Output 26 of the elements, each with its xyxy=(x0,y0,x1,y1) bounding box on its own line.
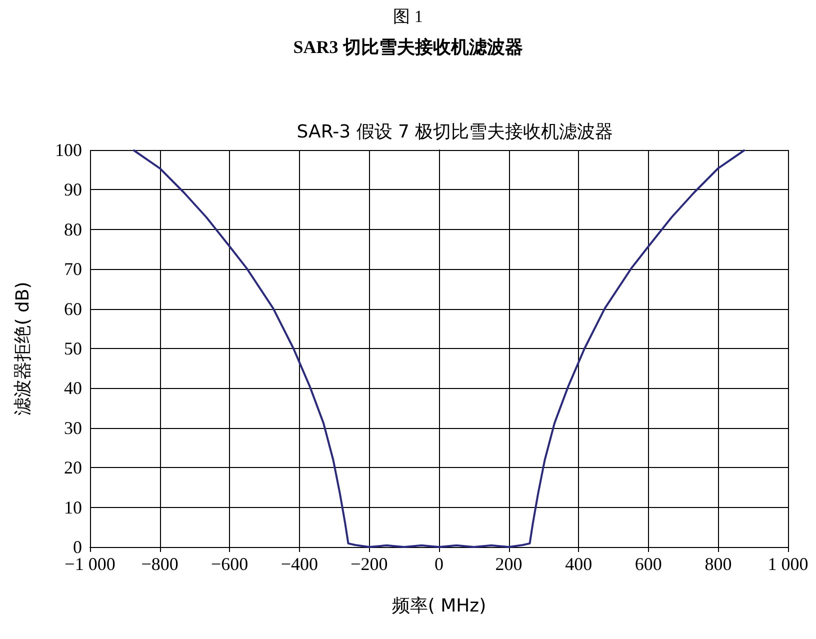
x-tick-label: 200 xyxy=(495,554,522,574)
y-tick-label: 40 xyxy=(64,378,82,398)
y-tick-label: 30 xyxy=(64,418,82,438)
y-tick-label: 60 xyxy=(64,298,82,319)
y-tick-label: 70 xyxy=(64,259,82,280)
x-tick-label: 400 xyxy=(565,554,592,574)
y-tick-label: 80 xyxy=(64,219,82,240)
y-tick-label: 90 xyxy=(64,180,82,200)
x-tick-label: 0 xyxy=(434,554,444,574)
x-axis-title: 频率( MHz) xyxy=(392,596,486,616)
y-tick-label: 50 xyxy=(64,338,82,358)
x-tick-label: 800 xyxy=(704,554,732,574)
x-tick-label: 600 xyxy=(634,554,662,574)
y-tick-label: 0 xyxy=(73,537,82,557)
y-tick-label: 10 xyxy=(64,497,82,518)
x-tick-label: −200 xyxy=(350,554,388,574)
y-tick-label: 100 xyxy=(55,140,82,160)
chart-title: SAR-3 假设 7 极切比雪夫接收机滤波器 xyxy=(296,122,614,142)
chart-subtitle: 图 1 SAR3 切比雪夫接收机滤波器 xyxy=(293,7,523,57)
x-tick-label: 1 000 xyxy=(768,554,808,574)
y-axis-title: 滤波器拒绝( dB) xyxy=(12,282,34,416)
x-tick-label: −400 xyxy=(280,554,318,574)
y-tick-label: 20 xyxy=(64,458,82,478)
x-tick-label: −800 xyxy=(141,554,178,574)
x-tick-label: −1 000 xyxy=(64,554,116,574)
x-tick-label: −600 xyxy=(211,554,248,574)
